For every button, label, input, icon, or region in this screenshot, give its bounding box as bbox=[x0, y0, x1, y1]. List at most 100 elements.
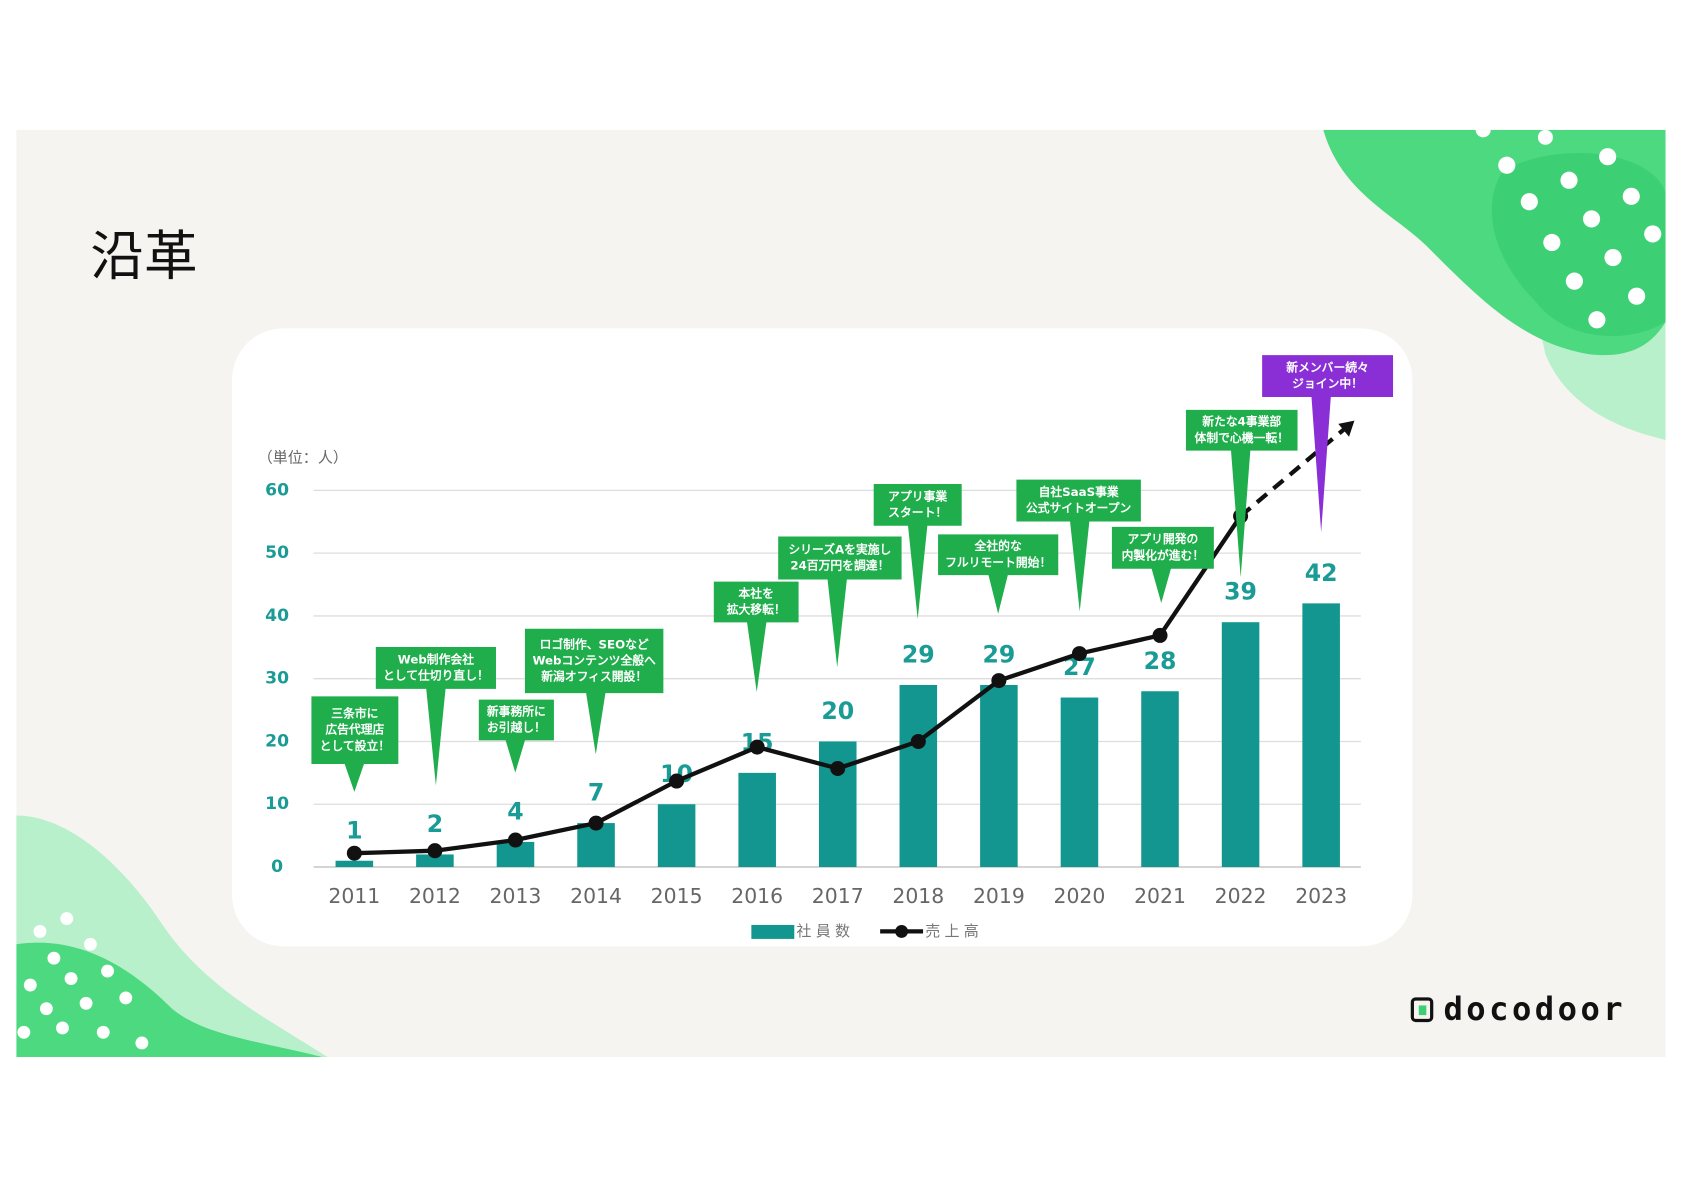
callout-text: 新メンバー続々 bbox=[1286, 361, 1369, 375]
bar bbox=[416, 854, 454, 868]
forecast-arrow bbox=[1239, 424, 1350, 518]
x-tick-label: 2023 bbox=[1295, 884, 1347, 908]
bar-value-label: 2 bbox=[427, 810, 443, 838]
sales-point bbox=[1152, 627, 1168, 643]
callout-text: 本社を bbox=[738, 586, 773, 600]
callout-text: 拡大移転！ bbox=[727, 603, 786, 617]
sales-point bbox=[910, 733, 926, 749]
callout-text: 新たな4事業部 bbox=[1202, 415, 1281, 429]
x-tick-label: 2018 bbox=[892, 884, 944, 908]
callout-text: 新事務所に bbox=[487, 704, 546, 718]
callout-box bbox=[1016, 479, 1141, 612]
callout-text: 24百万円を調達！ bbox=[790, 559, 889, 573]
sales-point bbox=[346, 845, 362, 861]
callout-box bbox=[1111, 526, 1214, 604]
bar bbox=[980, 684, 1018, 868]
sales-point bbox=[427, 843, 443, 859]
callout-box bbox=[938, 534, 1059, 614]
x-tick-label: 2014 bbox=[570, 884, 622, 908]
x-tick-label: 2015 bbox=[651, 884, 703, 908]
bar bbox=[738, 772, 776, 868]
x-tick-label: 2016 bbox=[731, 884, 783, 908]
y-tick-label: 20 bbox=[265, 731, 289, 751]
callout-text: アプリ開発の bbox=[1127, 532, 1198, 546]
legend-label: 社員数 bbox=[796, 922, 854, 940]
callout-box bbox=[375, 647, 496, 786]
sales-point bbox=[669, 773, 685, 789]
callout-box bbox=[478, 699, 554, 773]
bar bbox=[1302, 603, 1340, 868]
callout-text: 全社的な bbox=[974, 539, 1022, 553]
x-tick-label: 2013 bbox=[490, 884, 542, 908]
bar-value-label: 1 bbox=[346, 816, 362, 844]
slide-title: 沿革 bbox=[90, 224, 197, 287]
callout-box bbox=[873, 483, 962, 620]
callout-text: Webコンテンツ全般へ bbox=[532, 653, 656, 667]
bar-value-label: 20 bbox=[821, 697, 854, 725]
bar-value-label: 7 bbox=[588, 779, 604, 807]
y-tick-label: 60 bbox=[265, 480, 289, 500]
callout-text: フルリモート開始！ bbox=[945, 555, 1051, 569]
callout-box bbox=[1185, 409, 1298, 578]
sales-point bbox=[588, 815, 604, 831]
bar bbox=[1221, 622, 1260, 868]
callout-text: 体制で心機一転！ bbox=[1195, 431, 1289, 445]
y-tick-label: 50 bbox=[265, 543, 289, 563]
callout-text: ジョイン中！ bbox=[1292, 377, 1363, 391]
callout-text: 広告代理店 bbox=[325, 723, 384, 737]
callout-box bbox=[1262, 355, 1394, 533]
decoration bbox=[16, 129, 1666, 1057]
callout-text: Web制作会社 bbox=[398, 652, 474, 666]
bar bbox=[899, 684, 938, 868]
y-tick-label: 0 bbox=[271, 857, 283, 877]
y-tick-label: 30 bbox=[265, 669, 289, 689]
callout-text: スタート！ bbox=[888, 505, 947, 519]
bar bbox=[657, 804, 696, 868]
legend-dot bbox=[895, 924, 909, 938]
y-tick-label: 40 bbox=[265, 606, 289, 626]
callout-text: 公式サイトオープン bbox=[1026, 501, 1132, 515]
callout-box bbox=[778, 536, 902, 668]
callout-box bbox=[311, 696, 399, 792]
forecast-arrowhead bbox=[1338, 420, 1355, 437]
x-tick-label: 2019 bbox=[973, 884, 1025, 908]
bar bbox=[1060, 697, 1099, 868]
sales-point bbox=[749, 739, 765, 755]
x-tick-label: 2020 bbox=[1054, 884, 1106, 908]
x-tick-label: 2017 bbox=[812, 884, 864, 908]
sales-line bbox=[354, 514, 1243, 856]
callout: シリーズAを実施し 24百万円を調達！ bbox=[778, 536, 902, 668]
bar-value-label: 4 bbox=[507, 797, 523, 825]
bar-value-label: 28 bbox=[1144, 647, 1177, 675]
bar-value-label: 39 bbox=[1224, 578, 1257, 606]
bar bbox=[818, 741, 857, 868]
callout-text: として設立！ bbox=[320, 739, 390, 753]
sales-point bbox=[1071, 646, 1087, 662]
legend-label: 売上高 bbox=[925, 922, 983, 940]
x-tick-label: 2022 bbox=[1215, 884, 1267, 908]
x-tick-label: 2012 bbox=[409, 884, 461, 908]
callout-box bbox=[524, 628, 664, 755]
callout-text: 内製化が進む！ bbox=[1122, 548, 1205, 562]
legend: 社員数 売上高 bbox=[751, 922, 983, 940]
unit-label: （単位：人） bbox=[258, 449, 348, 467]
y-tick-label: 10 bbox=[265, 794, 289, 814]
callout-box bbox=[713, 581, 799, 693]
bar-value-label: 42 bbox=[1305, 559, 1338, 587]
legend-swatch bbox=[751, 924, 795, 939]
bar-value-label: 29 bbox=[902, 641, 935, 669]
callout-text: として仕切り直し！ bbox=[383, 669, 489, 683]
callout-text: シリーズAを実施し bbox=[788, 542, 891, 556]
bar bbox=[1141, 691, 1179, 868]
